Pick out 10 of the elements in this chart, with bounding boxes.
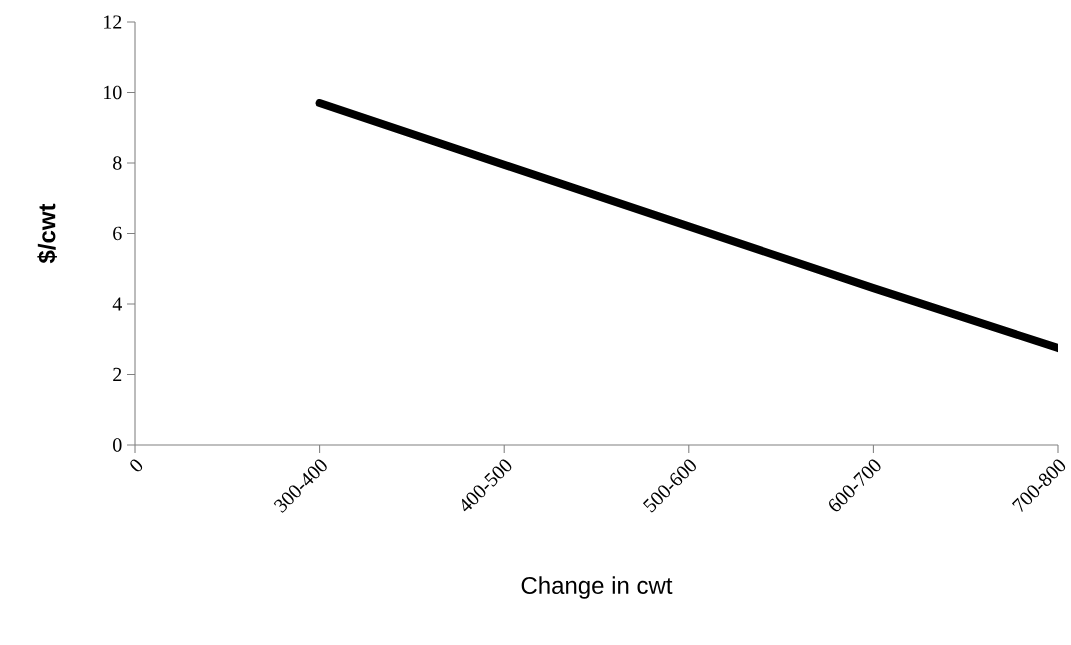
y-axis-title: $/cwt: [37, 203, 57, 264]
y-tick-label: 8: [113, 156, 122, 170]
y-tick-label: 12: [104, 15, 122, 29]
y-tick-label: 4: [112, 297, 122, 311]
y-tick-label: 6: [113, 226, 122, 241]
y-tick-label: 2: [113, 367, 122, 382]
y-tick-label: 0: [113, 438, 122, 452]
y-tick-label: 10: [104, 85, 122, 100]
x-tick-label: 0: [130, 459, 143, 472]
x-axis-title: Change in cwt: [521, 576, 673, 599]
